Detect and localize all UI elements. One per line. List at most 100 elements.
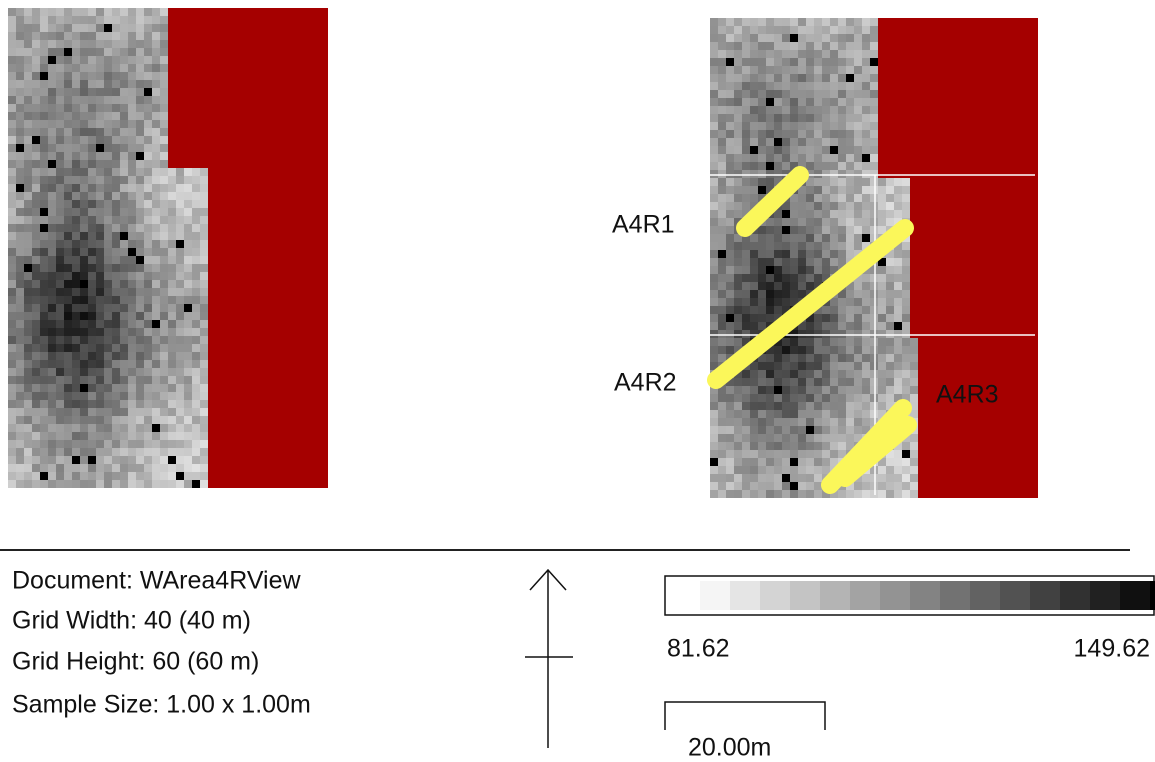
cell <box>918 362 926 370</box>
cell <box>822 234 830 242</box>
cell <box>910 154 918 162</box>
cell <box>192 272 200 280</box>
cell <box>942 330 950 338</box>
cell <box>136 240 144 248</box>
cell <box>136 200 144 208</box>
cell <box>710 282 718 290</box>
cell <box>312 464 320 472</box>
cell <box>88 328 96 336</box>
cell <box>910 394 918 402</box>
cell <box>958 418 966 426</box>
cell <box>296 480 304 488</box>
cell <box>240 152 248 160</box>
cell <box>32 256 40 264</box>
cell <box>774 58 782 66</box>
cell <box>910 282 918 290</box>
cell <box>958 330 966 338</box>
cell <box>152 360 160 368</box>
cell <box>918 258 926 266</box>
cell <box>8 264 16 272</box>
cell <box>208 328 216 336</box>
cell <box>16 168 24 176</box>
cell <box>854 314 862 322</box>
cell <box>72 184 80 192</box>
cell <box>304 160 312 168</box>
cell <box>774 490 782 498</box>
cell <box>200 168 208 176</box>
cell <box>798 386 806 394</box>
cell <box>48 472 56 480</box>
cell <box>272 272 280 280</box>
cell <box>982 90 990 98</box>
cell <box>40 328 48 336</box>
cell <box>56 288 64 296</box>
cell <box>288 416 296 424</box>
cell <box>304 112 312 120</box>
cell <box>248 72 256 80</box>
cell <box>822 354 830 362</box>
cell <box>96 304 104 312</box>
cell <box>208 48 216 56</box>
cell <box>1030 410 1038 418</box>
cell <box>16 192 24 200</box>
cell <box>854 306 862 314</box>
cell <box>838 354 846 362</box>
cell <box>942 354 950 362</box>
cell <box>846 122 854 130</box>
cell <box>886 266 894 274</box>
cell <box>934 26 942 34</box>
cell <box>806 234 814 242</box>
cell <box>990 18 998 26</box>
cell <box>280 144 288 152</box>
cell <box>312 376 320 384</box>
cell <box>998 418 1006 426</box>
cell <box>144 56 152 64</box>
cell <box>1030 178 1038 186</box>
cell <box>910 234 918 242</box>
cell <box>950 178 958 186</box>
cell <box>958 98 966 106</box>
cell <box>926 250 934 258</box>
cell <box>296 288 304 296</box>
cell <box>958 266 966 274</box>
cell <box>264 232 272 240</box>
cell <box>886 394 894 402</box>
cell <box>256 200 264 208</box>
cell <box>280 344 288 352</box>
cell <box>934 154 942 162</box>
cell <box>966 362 974 370</box>
cell <box>878 274 886 282</box>
cell <box>950 298 958 306</box>
cell <box>918 194 926 202</box>
cell <box>758 482 766 490</box>
cell <box>160 152 168 160</box>
cell <box>1030 434 1038 442</box>
cell <box>750 154 758 162</box>
cell <box>288 224 296 232</box>
cell <box>296 392 304 400</box>
cell <box>320 96 328 104</box>
cell <box>160 400 168 408</box>
cell <box>814 426 822 434</box>
cell <box>1022 74 1030 82</box>
cell <box>902 338 910 346</box>
cell <box>152 304 160 312</box>
cell <box>272 192 280 200</box>
cell <box>112 32 120 40</box>
cell <box>750 122 758 130</box>
cell <box>998 114 1006 122</box>
cell <box>838 442 846 450</box>
cell <box>224 112 232 120</box>
cell <box>240 56 248 64</box>
cell <box>16 8 24 16</box>
cell <box>1030 18 1038 26</box>
cell <box>926 218 934 226</box>
cell <box>8 144 16 152</box>
cell <box>80 408 88 416</box>
cell <box>894 162 902 170</box>
cell <box>160 40 168 48</box>
cell <box>168 128 176 136</box>
cell <box>990 50 998 58</box>
cell <box>144 472 152 480</box>
cell <box>296 352 304 360</box>
